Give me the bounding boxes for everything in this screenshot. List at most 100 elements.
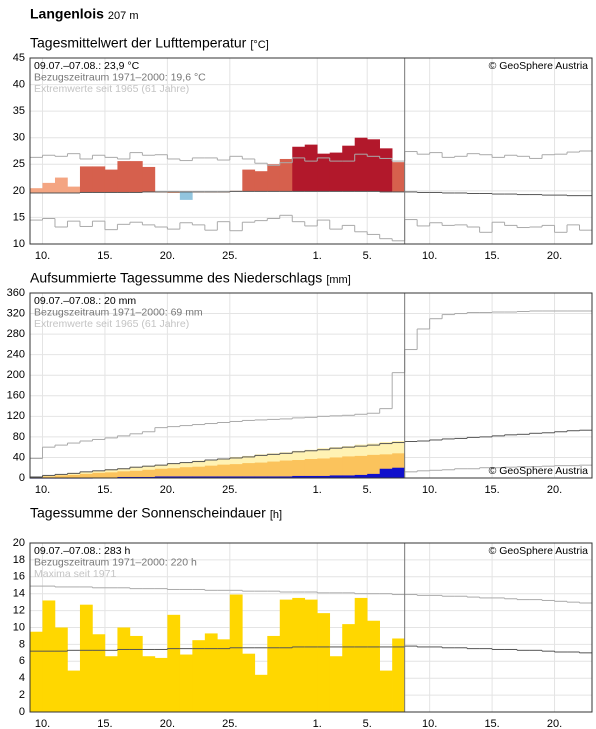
x-tick-label: 10. [422, 250, 437, 262]
x-tick-label: 20. [547, 484, 562, 496]
bar [42, 182, 56, 193]
bar [142, 166, 156, 192]
bar [129, 476, 143, 478]
y-tick-label: 20 [13, 185, 25, 197]
bar [354, 474, 368, 478]
bar [317, 475, 331, 478]
bar [167, 191, 181, 193]
bar [129, 161, 143, 193]
area-band [129, 470, 143, 478]
bar [254, 171, 268, 192]
bar [142, 476, 156, 478]
bar [179, 476, 193, 478]
bar [304, 475, 318, 478]
bar [192, 640, 206, 712]
bar [242, 476, 256, 478]
x-tick-label: 10. [422, 718, 437, 729]
bar [92, 166, 106, 193]
x-tick-label: 20. [547, 718, 562, 729]
bar [217, 476, 231, 478]
x-tick-label: 25. [222, 484, 237, 496]
plot-frame [29, 292, 593, 479]
bar [392, 162, 405, 192]
bar [179, 191, 193, 200]
area-band [317, 458, 331, 478]
y-tick-label: 15 [13, 211, 25, 223]
bar [267, 164, 281, 192]
bar [67, 186, 81, 193]
bar [254, 674, 268, 712]
area-band [79, 473, 93, 478]
x-tick-label: 5. [363, 718, 372, 729]
bar [367, 139, 380, 192]
chart-title: Tagessumme der Sonnenscheindauer [30, 505, 266, 521]
bar [367, 620, 380, 712]
chart-panel: Aufsummierte Tagessumme des Niederschlag… [7, 270, 593, 496]
bar [329, 475, 343, 478]
bar [304, 599, 318, 712]
bar [204, 633, 218, 712]
bar [367, 473, 380, 478]
note: Extremwerte seit 1965 (61 Jahre) [34, 318, 189, 330]
station-elevation: 207 m [108, 10, 139, 22]
x-tick-label: 15. [484, 484, 499, 496]
area-band [292, 460, 306, 478]
y-tick-label: 0 [19, 472, 25, 484]
y-tick-label: 10 [13, 238, 25, 250]
area-band [117, 471, 131, 478]
bar [379, 148, 393, 192]
bar [379, 670, 393, 712]
bar [329, 656, 343, 712]
bar [104, 169, 118, 193]
y-tick-label: 0 [19, 706, 25, 718]
bar [117, 476, 131, 478]
y-tick-label: 20 [13, 537, 25, 549]
bar [292, 146, 306, 192]
bar [42, 600, 56, 712]
y-tick-label: 16 [13, 571, 25, 583]
x-tick-label: 1. [313, 250, 322, 262]
area-band [204, 465, 218, 478]
y-tick-label: 280 [7, 328, 25, 340]
note: 09.07.–07.08.: 23,9 °C [34, 60, 140, 72]
bar [267, 635, 281, 712]
bar [242, 653, 256, 712]
area-band [54, 475, 68, 478]
area-band [67, 474, 81, 478]
bar [167, 476, 181, 478]
y-tick-label: 25 [13, 158, 25, 170]
station-name: Langenlois [30, 6, 104, 22]
y-tick-label: 160 [7, 390, 25, 402]
y-tick-label: 2 [19, 689, 25, 701]
x-tick-label: 20. [160, 250, 175, 262]
bar [67, 670, 81, 712]
note: Bezugszeitraum 1971–2000: 19,6 °C [34, 71, 206, 83]
y-tick-label: 30 [13, 132, 25, 144]
bar [342, 624, 356, 712]
bar [79, 166, 93, 193]
y-tick-label: 10 [13, 621, 25, 633]
area-band [192, 466, 206, 478]
x-tick-label: 15. [97, 250, 112, 262]
x-tick-label: 10. [35, 250, 50, 262]
bar [379, 468, 393, 478]
bar [342, 475, 356, 478]
x-tick-label: 10. [35, 484, 50, 496]
credit: © GeoSphere Austria [489, 465, 589, 477]
bar [392, 467, 405, 478]
y-tick-label: 120 [7, 410, 25, 422]
x-tick-label: 10. [422, 484, 437, 496]
bar [30, 631, 43, 712]
bar [279, 599, 293, 712]
x-tick-label: 1. [313, 718, 322, 729]
x-tick-label: 20. [160, 484, 175, 496]
x-tick-label: 20. [547, 250, 562, 262]
bar [117, 627, 131, 712]
area-band [242, 463, 256, 478]
y-tick-label: 320 [7, 307, 25, 319]
chart-title: Aufsummierte Tagessumme des Niederschlag… [30, 270, 322, 286]
unit-label: [h] [270, 509, 282, 521]
y-tick-label: 45 [13, 52, 25, 64]
y-tick-label: 240 [7, 349, 25, 361]
bar [317, 613, 331, 712]
